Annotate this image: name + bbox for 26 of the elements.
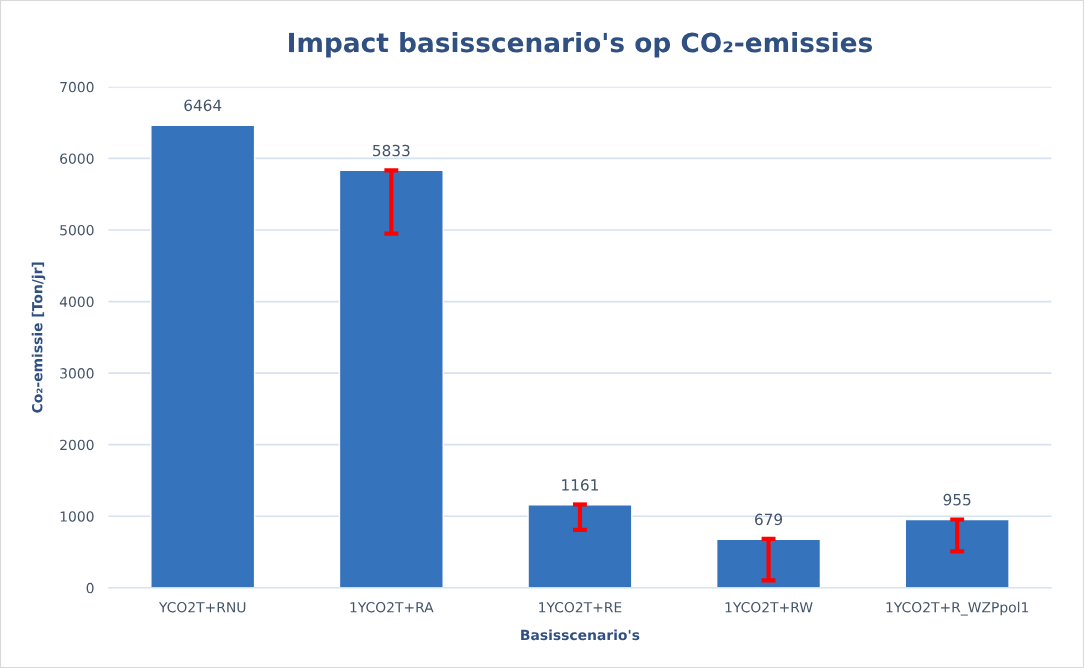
bar <box>527 504 633 588</box>
bar <box>715 538 822 588</box>
data-label: 955 <box>943 493 971 506</box>
y-tick-label: 2000 <box>60 439 94 451</box>
y-tick-label: 5000 <box>60 224 94 236</box>
chart-title: Impact basisscenario's op CO₂-emissies <box>289 32 873 58</box>
bar <box>150 124 256 588</box>
x-tick-label: YCO2T+RNU <box>158 601 246 613</box>
data-label: 5833 <box>373 144 410 157</box>
y-tick-label: 6000 <box>60 153 94 164</box>
x-tick-label: 1YCO2T+R_WZPpol1 <box>886 601 1029 616</box>
bar <box>904 518 1010 588</box>
x-tick-label: 1YCO2T+RE <box>539 601 622 613</box>
y-axis-title: Co₂-emissie [Ton/jr] <box>31 262 46 413</box>
bar <box>338 169 444 588</box>
y-tick-label: 7000 <box>60 81 94 93</box>
data-label: 679 <box>755 513 783 526</box>
y-tick-label: 3000 <box>60 368 94 379</box>
y-tick-label: 0 <box>86 582 94 594</box>
x-tick-label: 1YCO2T+RA <box>350 601 434 613</box>
data-label: 6464 <box>184 99 222 112</box>
x-axis-title: Basisscenario's <box>521 629 640 641</box>
y-tick-label: 1000 <box>60 511 94 522</box>
y-tick-label: 4000 <box>59 296 94 308</box>
x-tick-label: 1YCO2T+RW <box>725 601 813 613</box>
data-label: 1161 <box>562 479 598 491</box>
